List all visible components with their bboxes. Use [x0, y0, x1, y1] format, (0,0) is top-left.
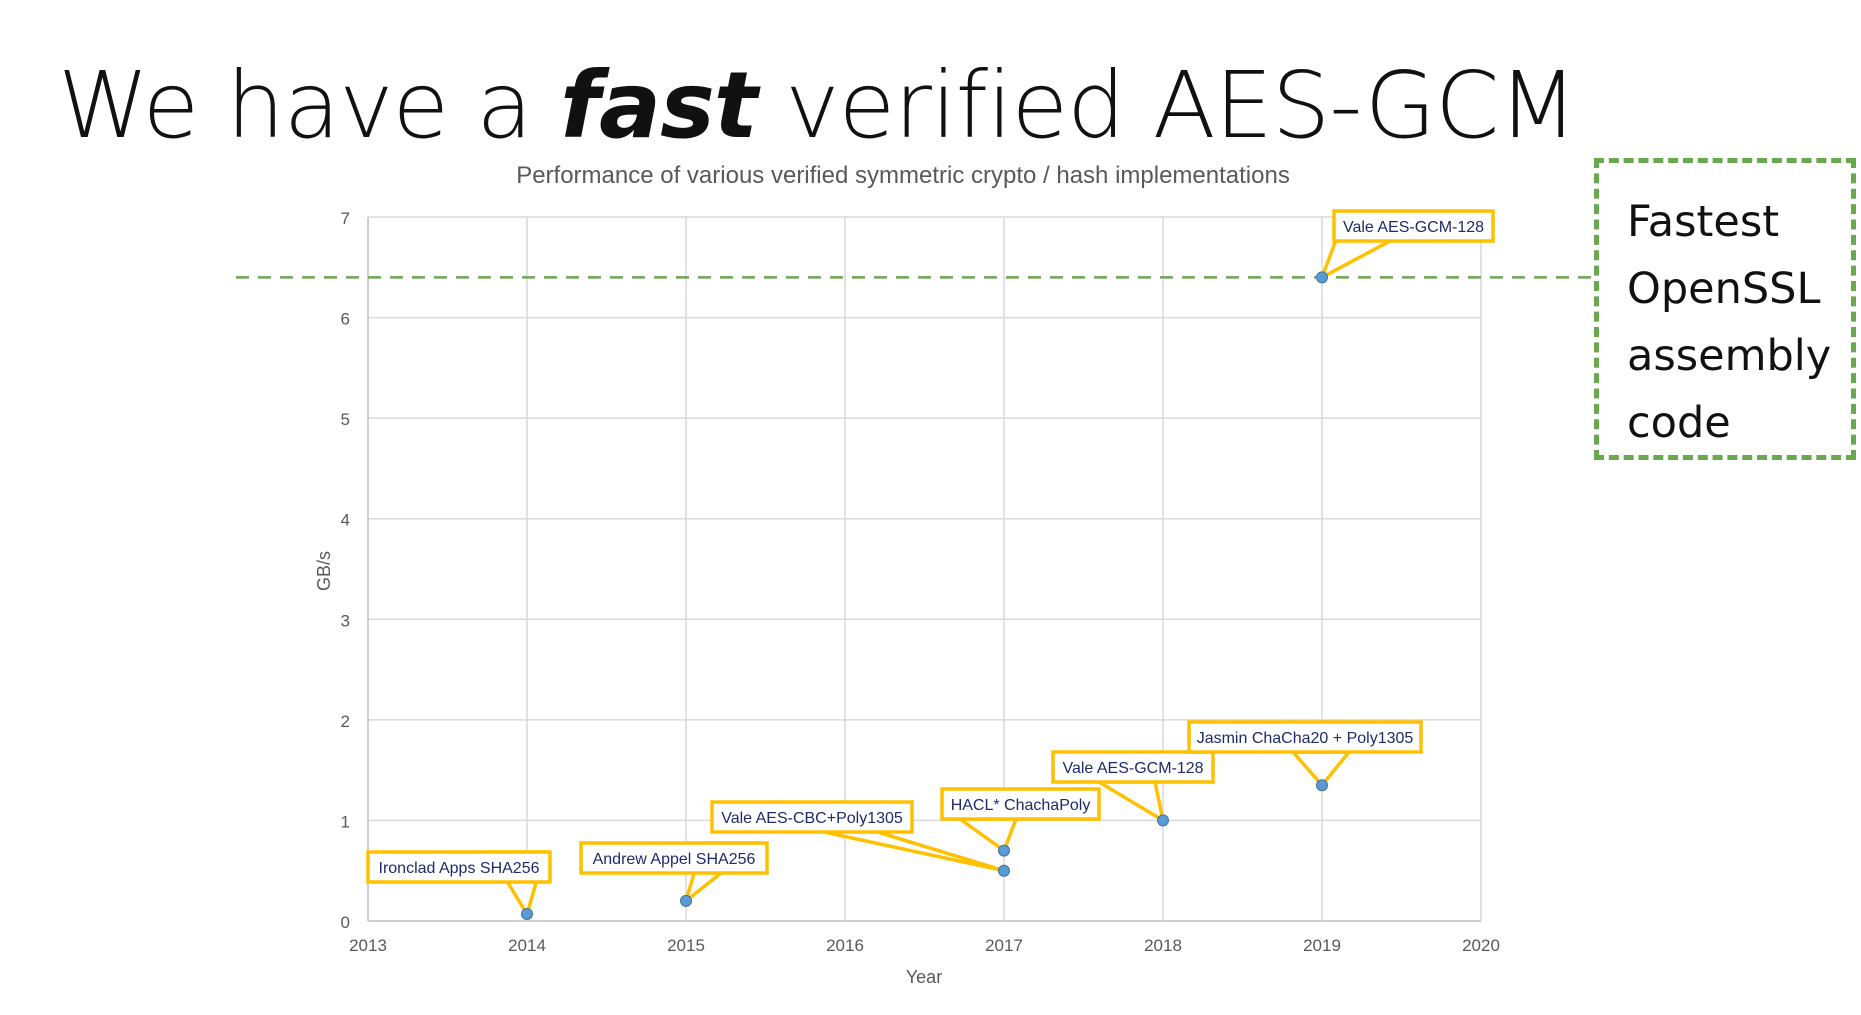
- data-point: [1316, 271, 1328, 284]
- data-label: Vale AES-GCM-128: [1062, 760, 1203, 777]
- data-label-leader: [1097, 780, 1165, 823]
- callout-line: OpenSSL: [1627, 264, 1821, 314]
- callout-line: code: [1627, 398, 1731, 448]
- x-tick-label: 2013: [349, 936, 387, 955]
- chart-title: Performance of various verified symmetri…: [516, 162, 1290, 189]
- data-label: HACL* ChachaPoly: [951, 797, 1091, 814]
- x-tick-label: 2015: [667, 936, 705, 955]
- x-tick-label: 2014: [508, 936, 546, 955]
- y-tick-label: 3: [341, 611, 350, 630]
- slide-title: We have a fast verified AES-GCM: [58, 52, 1578, 159]
- x-tick-label: 2018: [1144, 936, 1182, 955]
- x-tick-label: 2016: [826, 936, 864, 955]
- point-layer: [521, 271, 1328, 920]
- x-tick-label: 2019: [1303, 936, 1341, 955]
- title-text-before: We have a: [58, 52, 561, 159]
- title-text-after: verified AES-GCM: [756, 52, 1578, 159]
- data-label-box: [366, 850, 552, 884]
- title-emphasis: fast: [560, 52, 758, 159]
- y-axis-label: GB/s: [314, 551, 334, 591]
- data-label-box: [1051, 750, 1215, 784]
- data-label-box: [1332, 209, 1495, 243]
- y-tick-label: 7: [341, 209, 350, 228]
- data-point: [1157, 814, 1169, 827]
- grid-layer: [367, 216, 1482, 922]
- callout-text: Fastest OpenSSL assembly code: [1627, 189, 1851, 457]
- y-tick-label: 0: [341, 913, 350, 932]
- data-label-leader: [1320, 238, 1394, 280]
- y-tick-label: 1: [341, 812, 350, 831]
- x-axis-label: Year: [906, 967, 942, 987]
- data-point: [521, 907, 533, 920]
- y-tick-label: 5: [341, 410, 350, 429]
- data-label: Vale AES-GCM-128: [1343, 219, 1484, 236]
- y-tick-label: 4: [341, 511, 350, 530]
- fastest-openssl-callout: Fastest OpenSSL assembly code: [1594, 158, 1856, 460]
- data-label: Ironclad Apps SHA256: [379, 860, 540, 877]
- data-point: [1316, 779, 1328, 792]
- data-label: Vale AES-CBC+Poly1305: [721, 810, 903, 827]
- y-tick-label: 2: [341, 712, 350, 731]
- data-label: Andrew Appel SHA256: [593, 851, 756, 868]
- data-point: [998, 864, 1010, 877]
- data-label-box: [1187, 720, 1423, 754]
- callout-line: Fastest: [1627, 197, 1780, 247]
- data-point: [680, 894, 692, 907]
- x-tick-label: 2017: [985, 936, 1023, 955]
- x-tick-label: 2020: [1462, 936, 1500, 955]
- callout-line: assembly: [1627, 331, 1832, 381]
- data-label-box: [579, 841, 769, 875]
- data-point: [998, 844, 1010, 857]
- tick-label-layer: 0 1 2 3 4 5 6 7 2013 2014 2015 2016 2017 2018 2019 2020: [341, 209, 1500, 955]
- data-label-layer: Ironclad Apps SHA256 Andrew Appel SHA256 V…: [366, 209, 1495, 884]
- y-tick-label: 6: [341, 310, 350, 329]
- data-label-box: [940, 787, 1101, 821]
- data-label: Jasmin ChaCha20 + Poly1305: [1197, 730, 1414, 747]
- data-label-leader: [813, 828, 1006, 873]
- data-label-box: [710, 800, 914, 834]
